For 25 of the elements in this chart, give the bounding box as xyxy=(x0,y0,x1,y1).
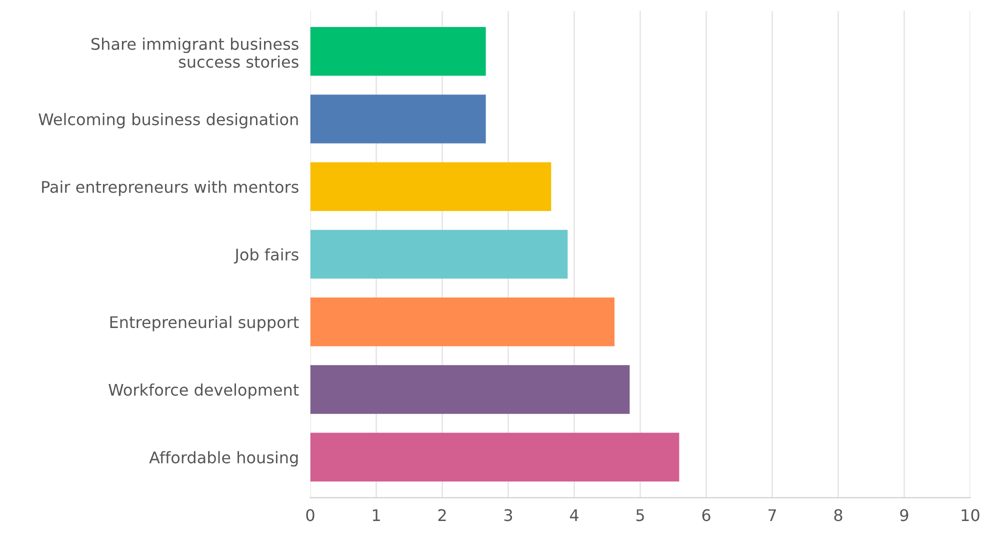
y-tick-label: Affordable housing xyxy=(149,451,298,467)
y-tick-label: Job fairs xyxy=(234,248,298,264)
bar xyxy=(310,230,568,279)
y-tick-label: Workforce development xyxy=(108,383,299,399)
bar xyxy=(310,298,615,346)
x-tick-label: 0 xyxy=(306,509,314,522)
x-tick-label: 1 xyxy=(372,509,380,521)
bar xyxy=(310,432,680,482)
x-tick-label: 8 xyxy=(834,509,842,522)
x-tick-label: 9 xyxy=(900,509,908,522)
bar xyxy=(310,365,630,414)
y-tick-label: Pair entrepreneurs with mentors xyxy=(42,180,298,196)
bar xyxy=(310,94,486,144)
bar xyxy=(310,162,552,211)
y-tick-label: Welcoming business designation xyxy=(38,112,298,128)
x-tick-label: 10 xyxy=(962,509,980,522)
x-tick-label: 2 xyxy=(438,509,446,521)
y-tick-label: Entrepreneurial support xyxy=(110,316,299,332)
x-tick-label: 5 xyxy=(636,509,644,522)
x-tick-label: 4 xyxy=(570,509,578,521)
y-tick-label: Share immigrant business success stories xyxy=(92,38,298,68)
x-tick-label: 7 xyxy=(768,509,776,521)
x-tick-label: 3 xyxy=(504,509,512,522)
bar xyxy=(310,27,486,76)
x-tick-label: 6 xyxy=(702,509,710,522)
